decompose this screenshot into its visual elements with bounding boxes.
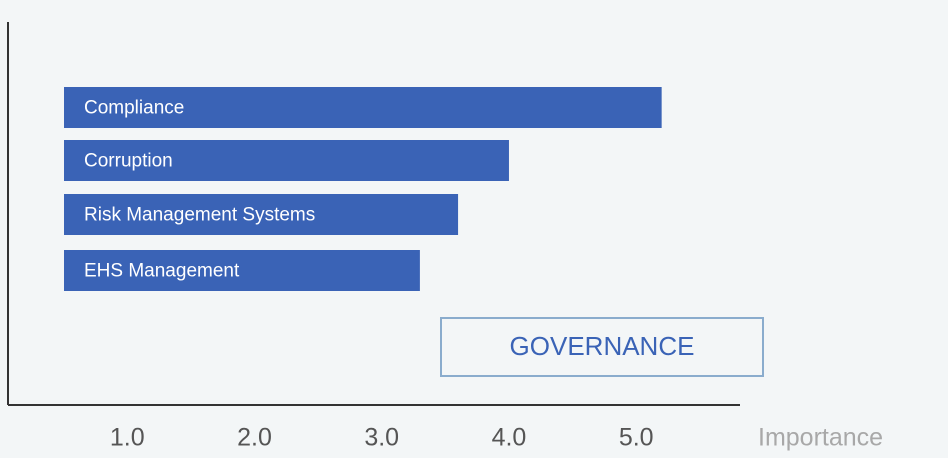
bar [64,194,459,235]
bar [64,250,420,291]
bar [64,87,662,128]
annotation-box [440,317,764,377]
x-tick-label: 4.0 [492,424,527,452]
bar-label: Corruption [84,151,173,172]
bar [64,140,509,181]
bar-label: EHS Management [84,261,240,282]
x-tick-label: 2.0 [237,424,272,452]
x-axis-label: Importance [758,424,883,452]
annotation: GOVERNANCE [510,331,695,361]
x-tick-label: 3.0 [364,424,399,452]
bar-label: Risk Management Systems [84,205,315,226]
x-tick-label: 5.0 [619,424,654,452]
bar-label: Compliance [84,98,184,119]
x-tick-label: 1.0 [110,424,145,452]
